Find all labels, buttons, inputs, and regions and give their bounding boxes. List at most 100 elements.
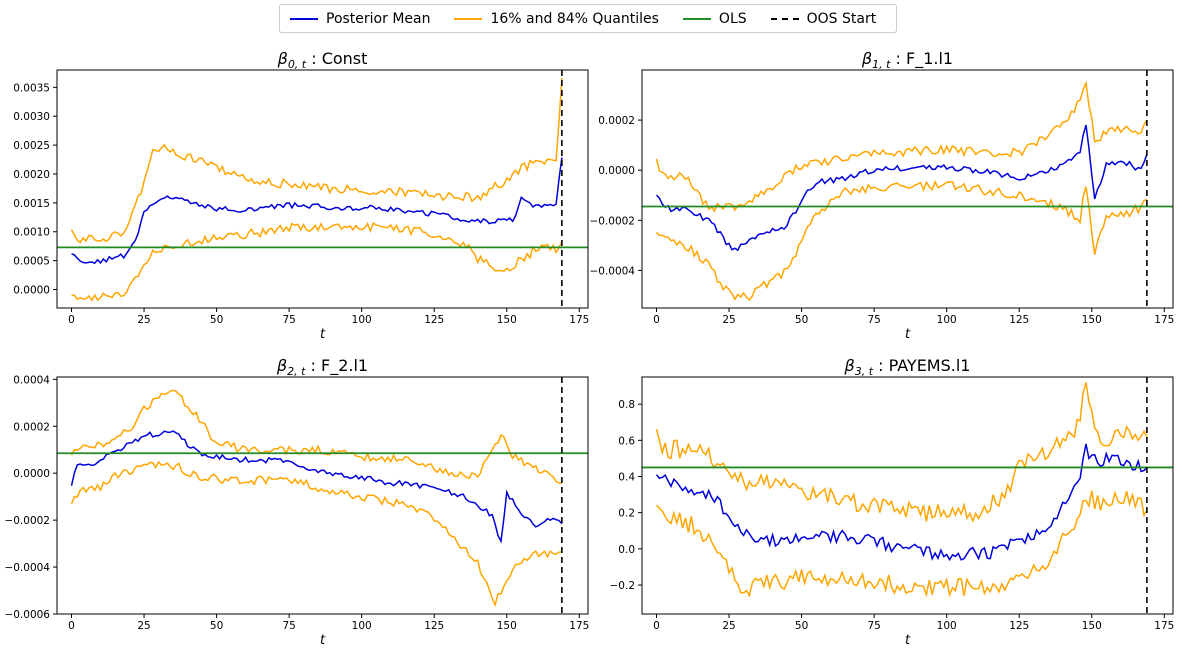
y-tick-label: 0.0002 (13, 421, 50, 433)
x-tick-label: 0 (68, 620, 75, 632)
chart-title: β0, t : Const (277, 49, 368, 71)
oos-start-swatch (770, 17, 799, 20)
x-tick-label: 50 (210, 620, 223, 632)
x-axis-label: t (905, 633, 911, 648)
title-subscript: 2, t (287, 365, 306, 378)
chart-title: β3, t : PAYEMS.l1 (844, 356, 971, 378)
x-tick-label: 25 (722, 620, 735, 632)
y-tick-label: −0.0004 (4, 562, 50, 574)
lower-quantile-line (655, 490, 1148, 598)
title-symbol: β (277, 49, 288, 68)
y-tick-label: 0.0005 (13, 256, 50, 268)
y-tick-label: 0.0010 (13, 227, 50, 239)
y-tick-label: 0.0025 (13, 140, 50, 152)
x-tick-label: 125 (424, 620, 444, 632)
chart-panel-2: β2, t : F_2.l1 0 25 50 75 100 125 150 175 −0.0006… (4, 356, 589, 648)
title-subscript: 0, t (288, 58, 307, 71)
title-subscript: 1, t (872, 58, 891, 71)
title-name: : PAYEMS.l1 (873, 356, 970, 375)
x-tick-label: 125 (1009, 620, 1029, 632)
title-symbol: β (861, 49, 872, 68)
title-symbol: β (844, 356, 855, 375)
y-tick-label: 0.0 (618, 544, 635, 556)
y-tick-label: 0.0035 (13, 82, 50, 94)
legend-item-ols: OLS (682, 10, 747, 27)
upper-quantile-line (655, 80, 1148, 213)
axes-frame (56, 69, 589, 309)
x-tick-label: 25 (722, 314, 735, 326)
x-tick-label: 75 (282, 314, 295, 326)
legend: Posterior Mean 16% and 84% Quantiles OLS… (279, 4, 897, 33)
posterior-mean-line (655, 124, 1148, 252)
x-tick-label: 100 (937, 620, 957, 632)
lower-quantile-line (70, 460, 563, 608)
x-tick-label: 150 (1082, 620, 1102, 632)
x-tick-label: 175 (1154, 620, 1174, 632)
x-tick-label: 50 (210, 314, 223, 326)
y-tick-label: 0.8 (618, 399, 635, 411)
posterior-mean-line (655, 443, 1148, 562)
x-tick-label: 25 (137, 314, 150, 326)
chart-panel-0: β0, t : Const 0 25 50 75 100 125 150 175 0.0000 0.… (13, 49, 589, 342)
x-tick-label: 0 (68, 314, 75, 326)
legend-label-posterior-mean: Posterior Mean (326, 10, 431, 27)
x-tick-label: 25 (137, 620, 150, 632)
x-tick-label: 175 (1154, 314, 1174, 326)
y-tick-label: −0.2 (610, 580, 636, 592)
x-tick-label: 150 (1082, 314, 1102, 326)
chart-panel-3: β3, t : PAYEMS.l1 0 25 50 75 100 125 150 175 −0.2… (610, 356, 1175, 648)
x-axis-label: t (320, 633, 326, 648)
x-tick-label: 50 (795, 620, 808, 632)
title-symbol: β (276, 356, 287, 375)
axes-frame (56, 376, 589, 615)
title-name: : F_1.l1 (890, 49, 953, 69)
y-tick-label: 0.0030 (13, 111, 50, 123)
title-name: : F_2.l1 (305, 356, 368, 376)
x-tick-label: 150 (497, 314, 517, 326)
x-tick-label: 0 (653, 620, 660, 632)
legend-item-posterior-mean: Posterior Mean (290, 11, 430, 27)
y-tick-label: 0.0002 (598, 115, 635, 127)
legend-item-quantiles: 16% and 84% Quantiles (454, 10, 659, 27)
chart-title: β2, t : F_2.l1 (276, 356, 368, 378)
x-axis-label: t (905, 327, 911, 342)
y-tick-label: −0.0002 (589, 215, 635, 227)
x-tick-label: 50 (795, 314, 808, 326)
chart-title: β1, t : F_1.l1 (861, 49, 953, 71)
x-tick-label: 0 (653, 314, 660, 326)
y-tick-label: 0.0000 (13, 285, 50, 297)
title-subscript: 3, t (855, 365, 874, 378)
axes-frame (641, 376, 1174, 615)
x-tick-label: 125 (424, 314, 444, 326)
quantiles-swatch (454, 17, 483, 20)
posterior-mean-line (71, 157, 563, 265)
x-tick-label: 100 (937, 314, 957, 326)
x-tick-label: 100 (352, 314, 372, 326)
legend-label-quantiles: 16% and 84% Quantiles (490, 10, 659, 27)
y-tick-label: −0.0004 (589, 265, 635, 277)
y-tick-label: 0.0000 (13, 468, 50, 480)
legend-item-oos-start: OOS Start (770, 10, 877, 27)
y-tick-label: 0.0004 (13, 374, 50, 386)
ols-swatch (682, 17, 711, 20)
x-tick-label: 125 (1009, 314, 1029, 326)
posterior-mean-line (70, 430, 563, 544)
y-tick-label: 0.0000 (598, 165, 635, 177)
x-tick-label: 100 (352, 620, 372, 632)
x-tick-label: 150 (497, 620, 517, 632)
y-tick-label: 0.0020 (13, 169, 50, 181)
y-tick-label: 0.0015 (13, 198, 50, 210)
x-tick-label: 75 (867, 314, 880, 326)
chart-panel-1: β1, t : F_1.l1 0 25 50 75 100 125 150 175 −0.0004… (589, 49, 1174, 342)
y-tick-label: 0.4 (618, 472, 635, 484)
x-tick-label: 75 (867, 620, 880, 632)
x-axis-label: t (320, 327, 326, 342)
lower-quantile-line (71, 222, 563, 302)
y-tick-label: 0.6 (618, 435, 635, 447)
axes-frame (641, 69, 1174, 309)
lower-quantile-line (655, 179, 1148, 301)
upper-quantile-line (70, 389, 562, 485)
legend-label-ols: OLS (718, 10, 747, 27)
legend-label-oos-start: OOS Start (806, 10, 877, 27)
